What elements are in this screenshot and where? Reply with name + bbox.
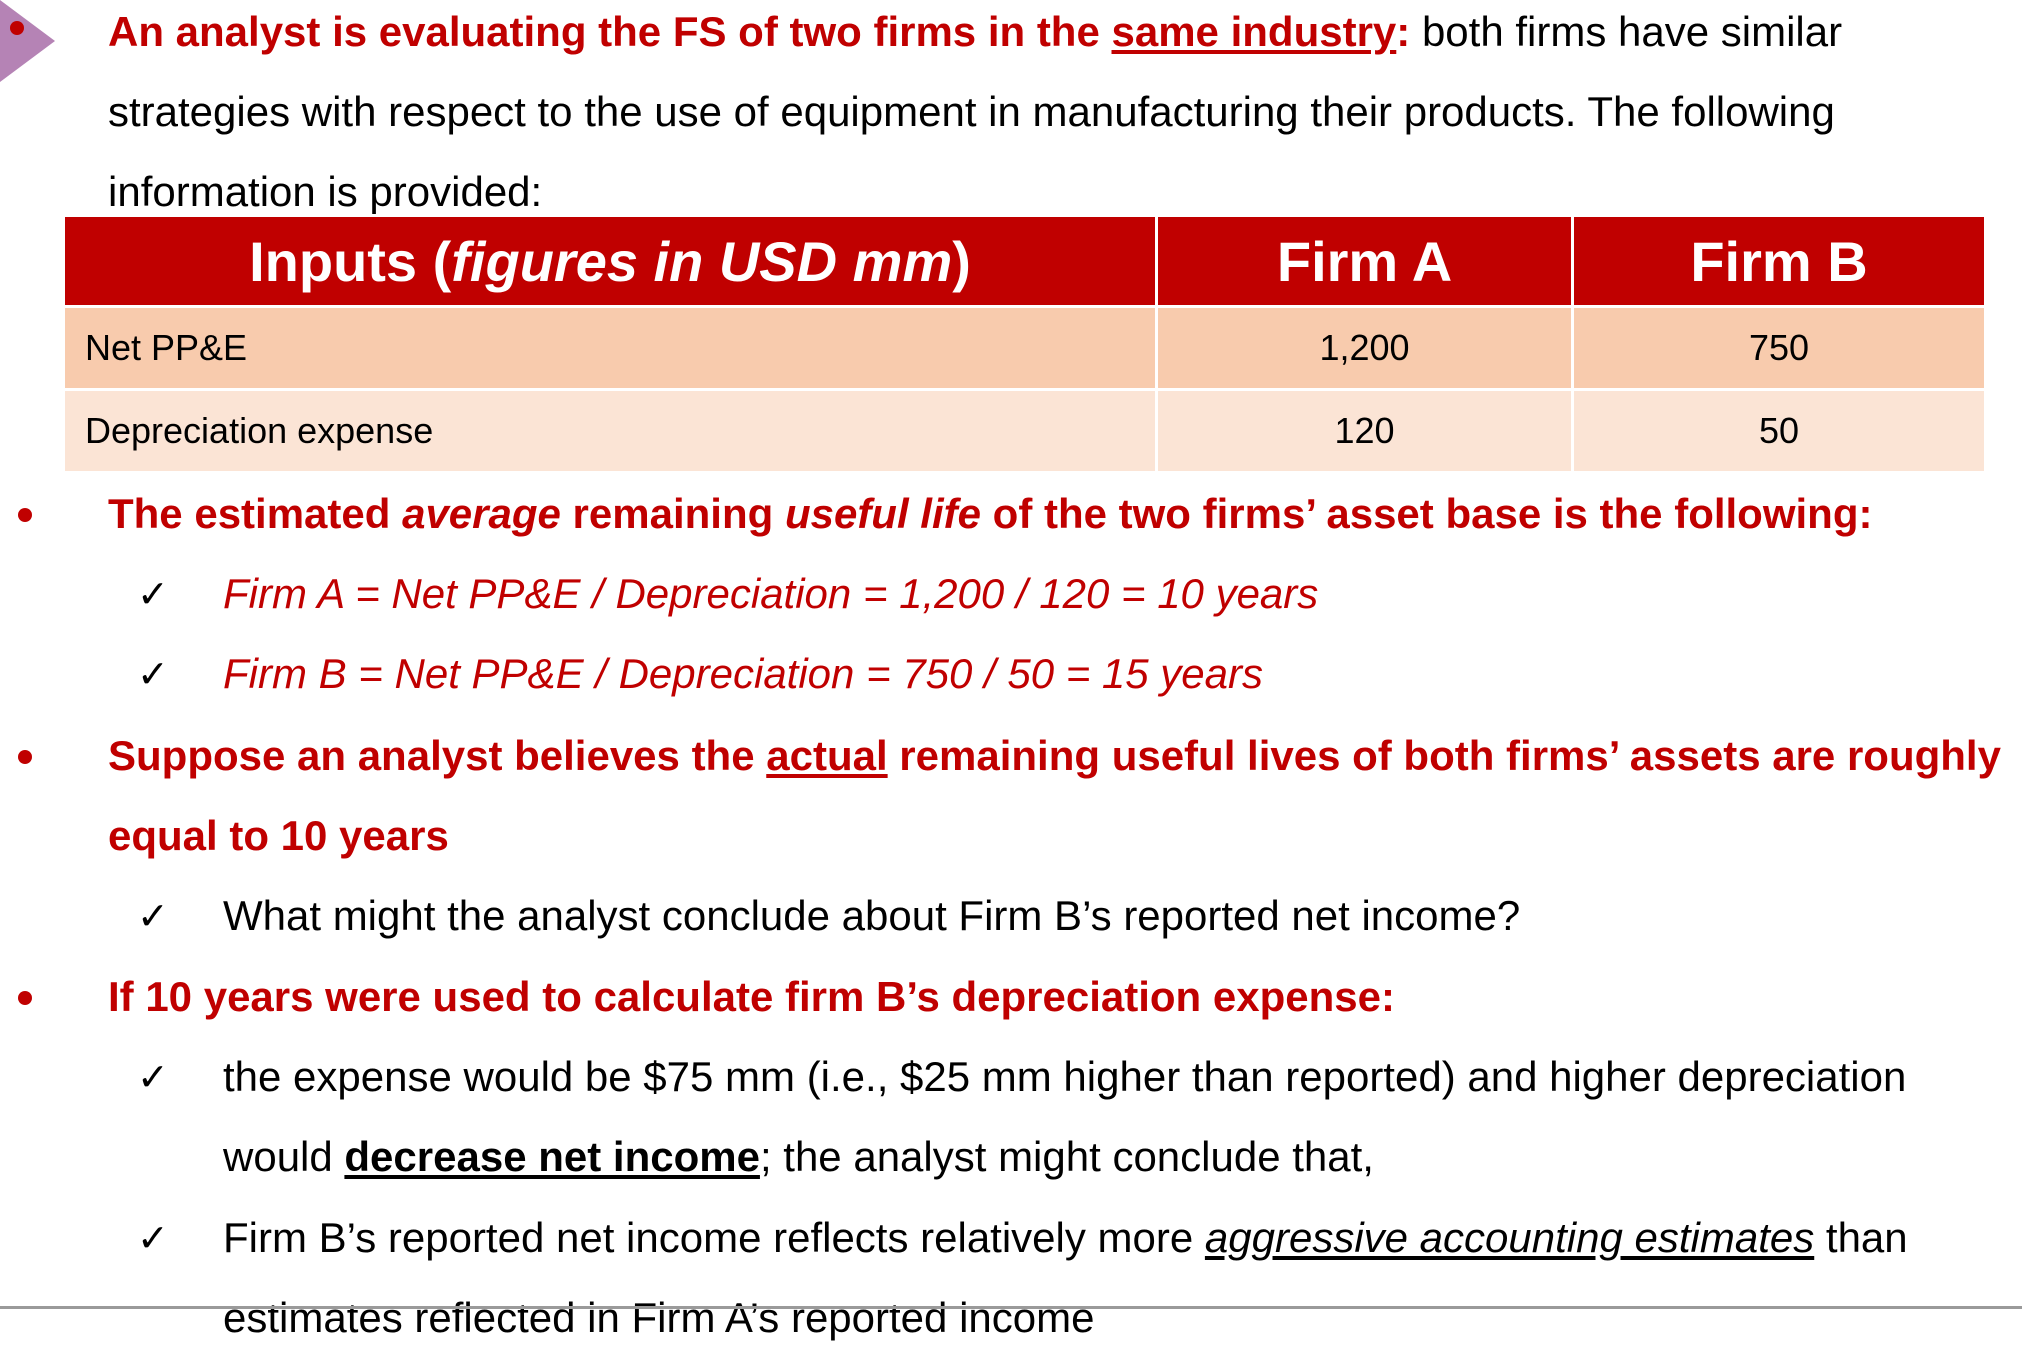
bullet-dot xyxy=(18,750,32,764)
row-label: Depreciation expense xyxy=(62,388,1158,474)
table-row: Depreciation expense 120 50 xyxy=(62,388,1987,474)
expense-explanation: the expense would be $75 mm (i.e., $25 m… xyxy=(223,1053,1907,1180)
firm-a-calculation: Firm A = Net PP&E / Depreciation = 1,200… xyxy=(223,570,1319,617)
intro-colon: : xyxy=(1396,8,1411,55)
header-firm-b: Firm B xyxy=(1571,214,1987,308)
table-header-row: Inputs (figures in USD mm) Firm A Firm B xyxy=(62,214,1987,308)
check-icon: ✓ xyxy=(137,894,169,938)
cell-firm-b: 50 xyxy=(1571,388,1987,474)
cell-firm-b: 750 xyxy=(1571,305,1987,391)
check-icon: ✓ xyxy=(137,572,169,616)
row-label: Net PP&E xyxy=(62,305,1158,391)
bullet-dot xyxy=(18,991,32,1005)
bullet-suppose: Suppose an analyst believes the actual r… xyxy=(108,732,2001,859)
check-icon: ✓ xyxy=(137,652,169,696)
firm-b-calculation: Firm B = Net PP&E / Depreciation = 750 /… xyxy=(223,650,1264,697)
bullet-if-10-years: If 10 years were used to calculate firm … xyxy=(108,973,1395,1020)
cell-firm-a: 120 xyxy=(1155,388,1574,474)
check-icon: ✓ xyxy=(137,1216,169,1260)
intro-paragraph: An analyst is evaluating the FS of two f… xyxy=(108,0,2008,232)
header-firm-a: Firm A xyxy=(1155,214,1574,308)
header-inputs: Inputs (figures in USD mm) xyxy=(62,214,1158,308)
slide-corner-marker xyxy=(0,0,55,82)
conclusion-text: Firm B’s reported net income reflects re… xyxy=(223,1214,1908,1341)
bullet-useful-life: The estimated average remaining useful l… xyxy=(108,490,1873,537)
cell-firm-a: 1,200 xyxy=(1155,305,1574,391)
bottom-divider xyxy=(0,1306,2022,1309)
inputs-table: Inputs (figures in USD mm) Firm A Firm B… xyxy=(62,214,1987,474)
intro-rest: both firms have similar strategies with … xyxy=(108,8,1843,215)
bullet-dot xyxy=(10,21,24,35)
bullet-dot xyxy=(18,508,32,522)
check-icon: ✓ xyxy=(137,1055,169,1099)
table-row: Net PP&E 1,200 750 xyxy=(62,305,1987,391)
question-text: What might the analyst conclude about Fi… xyxy=(223,892,1521,939)
intro-lead: An analyst is evaluating the FS of two f… xyxy=(108,8,1112,55)
intro-emphasis: same industry xyxy=(1111,8,1397,55)
